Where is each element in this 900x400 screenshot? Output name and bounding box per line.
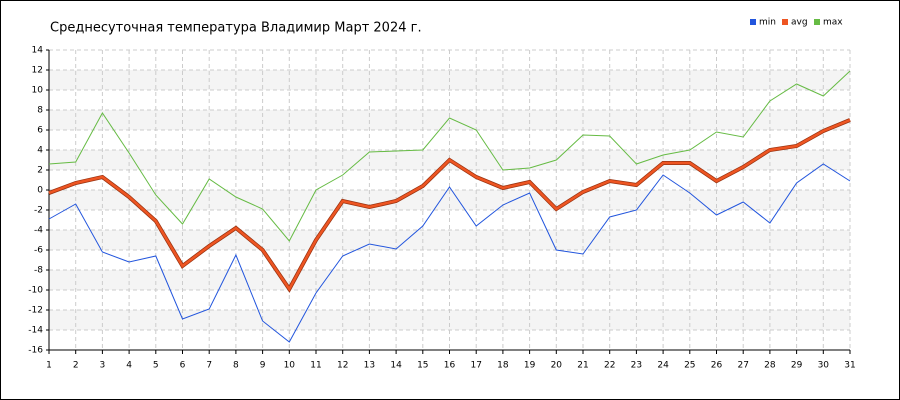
y-tick-label: -10 xyxy=(28,286,43,296)
y-tick-label: 4 xyxy=(37,146,43,156)
x-tick-label: 22 xyxy=(604,361,615,371)
legend-label: max xyxy=(823,18,843,28)
x-tick-label: 24 xyxy=(657,361,669,371)
x-tick-label: 9 xyxy=(260,361,266,371)
x-tick-label: 8 xyxy=(233,361,239,371)
x-tick-label: 5 xyxy=(153,361,159,371)
x-tick-label: 11 xyxy=(310,361,321,371)
y-tick-label: 8 xyxy=(37,106,43,116)
legend-swatch xyxy=(750,19,756,25)
x-tick-label: 2 xyxy=(73,361,79,371)
x-tick-label: 14 xyxy=(390,361,402,371)
x-tick-label: 7 xyxy=(206,361,212,371)
y-tick-label: 14 xyxy=(32,46,44,56)
x-tick-label: 3 xyxy=(100,361,106,371)
legend-swatch xyxy=(782,19,788,25)
chart-title: Среднесуточная температура Владимир Март… xyxy=(50,21,422,36)
y-tick-label: 2 xyxy=(37,166,43,176)
x-tick-label: 6 xyxy=(180,361,186,371)
x-tick-label: 15 xyxy=(417,361,428,371)
y-tick-label: -14 xyxy=(28,326,43,336)
legend-swatch xyxy=(814,19,820,25)
legend-label: avg xyxy=(791,18,808,28)
line xyxy=(48,70,851,242)
y-tick-label: 12 xyxy=(32,66,43,76)
line xyxy=(48,118,851,292)
x-tick-label: 18 xyxy=(497,361,509,371)
y-tick-label: -16 xyxy=(28,346,43,356)
band xyxy=(49,270,850,290)
x-tick-label: 31 xyxy=(844,361,855,371)
x-tick-label: 4 xyxy=(126,361,132,371)
x-tick-label: 10 xyxy=(284,361,296,371)
y-tick-label: -8 xyxy=(34,266,43,276)
x-tick-label: 1 xyxy=(46,361,52,371)
y-tick-label: -12 xyxy=(28,306,43,316)
x-tick-label: 19 xyxy=(524,361,536,371)
x-tick-label: 13 xyxy=(364,361,375,371)
x-tick-label: 26 xyxy=(711,361,723,371)
y-tick-label: -4 xyxy=(34,226,43,236)
x-tick-label: 21 xyxy=(577,361,588,371)
x-tick-label: 25 xyxy=(684,361,695,371)
y-tick-label: 10 xyxy=(32,86,44,96)
y-tick-label: 0 xyxy=(37,186,43,196)
line xyxy=(48,163,851,343)
y-tick-label: -2 xyxy=(34,206,43,216)
x-tick-label: 30 xyxy=(818,361,830,371)
x-tick-label: 27 xyxy=(737,361,748,371)
x-tick-label: 20 xyxy=(551,361,563,371)
x-tick-label: 28 xyxy=(764,361,776,371)
x-tick-label: 23 xyxy=(631,361,642,371)
y-tick-label: 6 xyxy=(37,126,43,136)
legend-label: min xyxy=(759,18,776,28)
x-tick-label: 16 xyxy=(444,361,456,371)
x-tick-label: 17 xyxy=(470,361,481,371)
x-tick-label: 29 xyxy=(791,361,803,371)
y-tick-label: -6 xyxy=(34,246,43,256)
x-tick-label: 12 xyxy=(337,361,348,371)
